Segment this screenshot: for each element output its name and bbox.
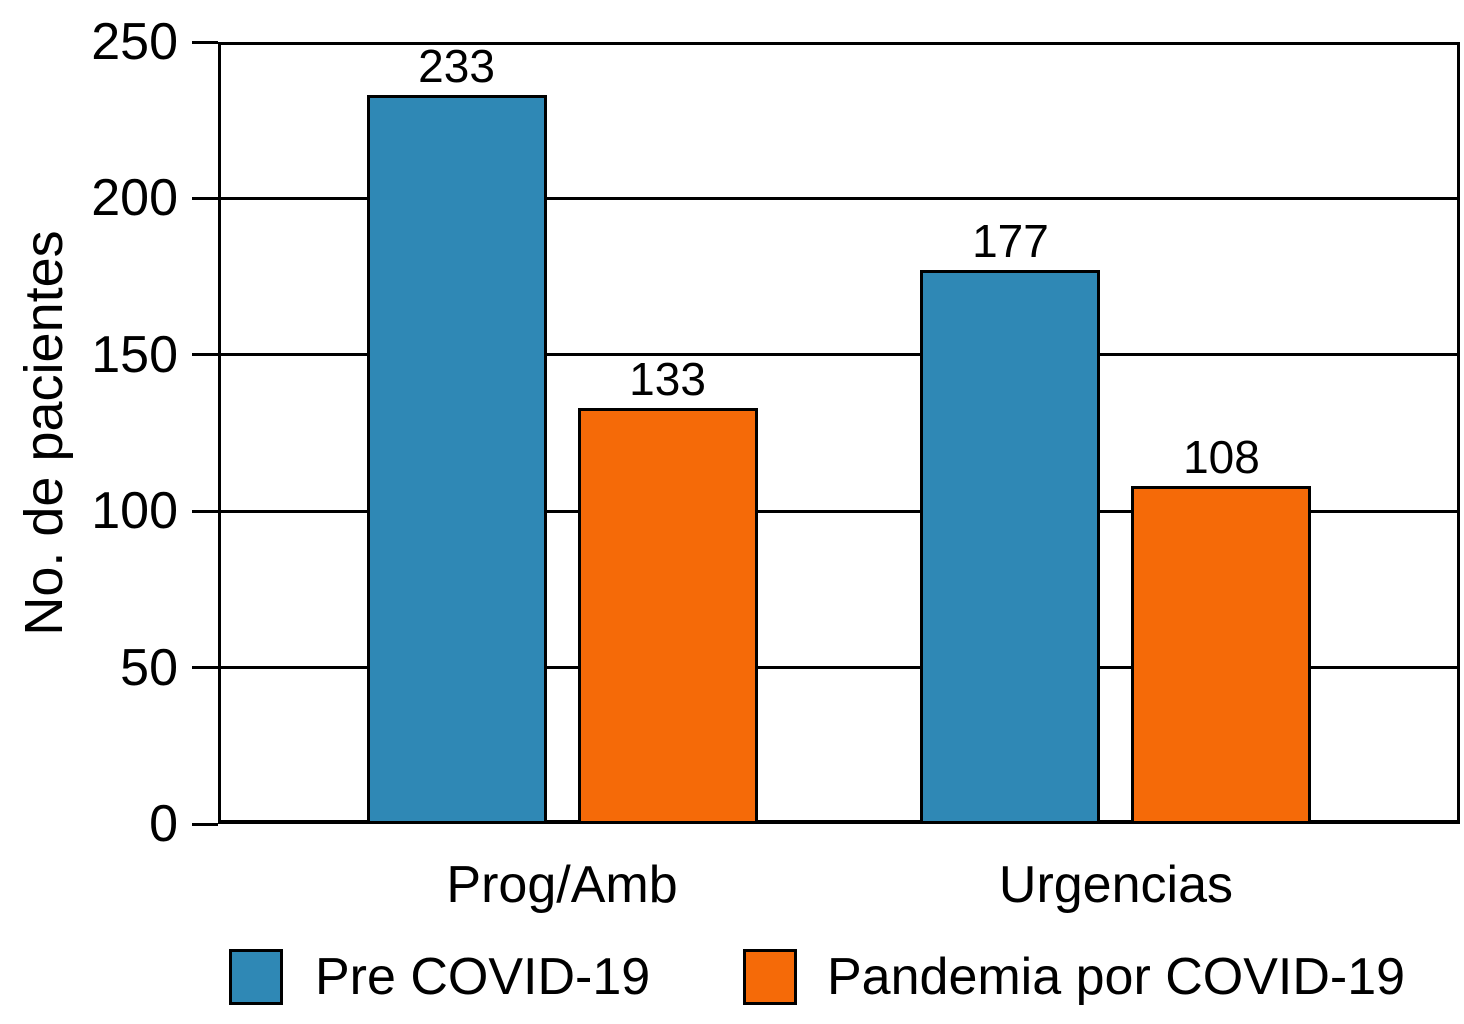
plot-area: [218, 42, 1460, 824]
gridline: [218, 353, 1460, 357]
legend-swatch-pre-covid: [229, 949, 283, 1005]
y-axis-title: No. de pacientes: [14, 230, 74, 636]
y-tick-label: 250: [91, 13, 178, 71]
y-axis-tick: [192, 196, 218, 200]
y-axis-tick: [192, 353, 218, 357]
bar-value-label: 233: [418, 40, 495, 93]
y-axis-tick: [192, 509, 218, 513]
bar-pre-covid: [366, 95, 547, 824]
y-tick-label: 100: [91, 482, 178, 541]
legend-swatch-pandemia: [743, 949, 797, 1005]
y-axis-tick: [192, 822, 218, 826]
x-category-label: Prog/Amb: [446, 856, 678, 914]
gridline: [218, 509, 1460, 513]
y-tick-label: 50: [120, 638, 178, 697]
bar-value-label: 177: [972, 215, 1049, 268]
y-tick-label: 150: [91, 325, 178, 384]
x-category-label: Urgencias: [998, 856, 1233, 914]
bar-pandemia: [1131, 486, 1312, 824]
bar-pre-covid: [920, 270, 1101, 824]
y-tick-label: 0: [149, 795, 178, 853]
bar-pandemia: [577, 407, 758, 824]
bar-value-label: 108: [1183, 431, 1260, 484]
gridline: [218, 196, 1460, 200]
gridline: [218, 666, 1460, 670]
legend-label: Pandemia por COVID-19: [827, 948, 1406, 1006]
bar-value-label: 133: [629, 352, 706, 405]
y-axis-tick: [192, 666, 218, 670]
legend-label: Pre COVID-19: [315, 948, 651, 1006]
y-axis-tick: [192, 40, 218, 44]
y-tick-label: 200: [91, 169, 178, 228]
